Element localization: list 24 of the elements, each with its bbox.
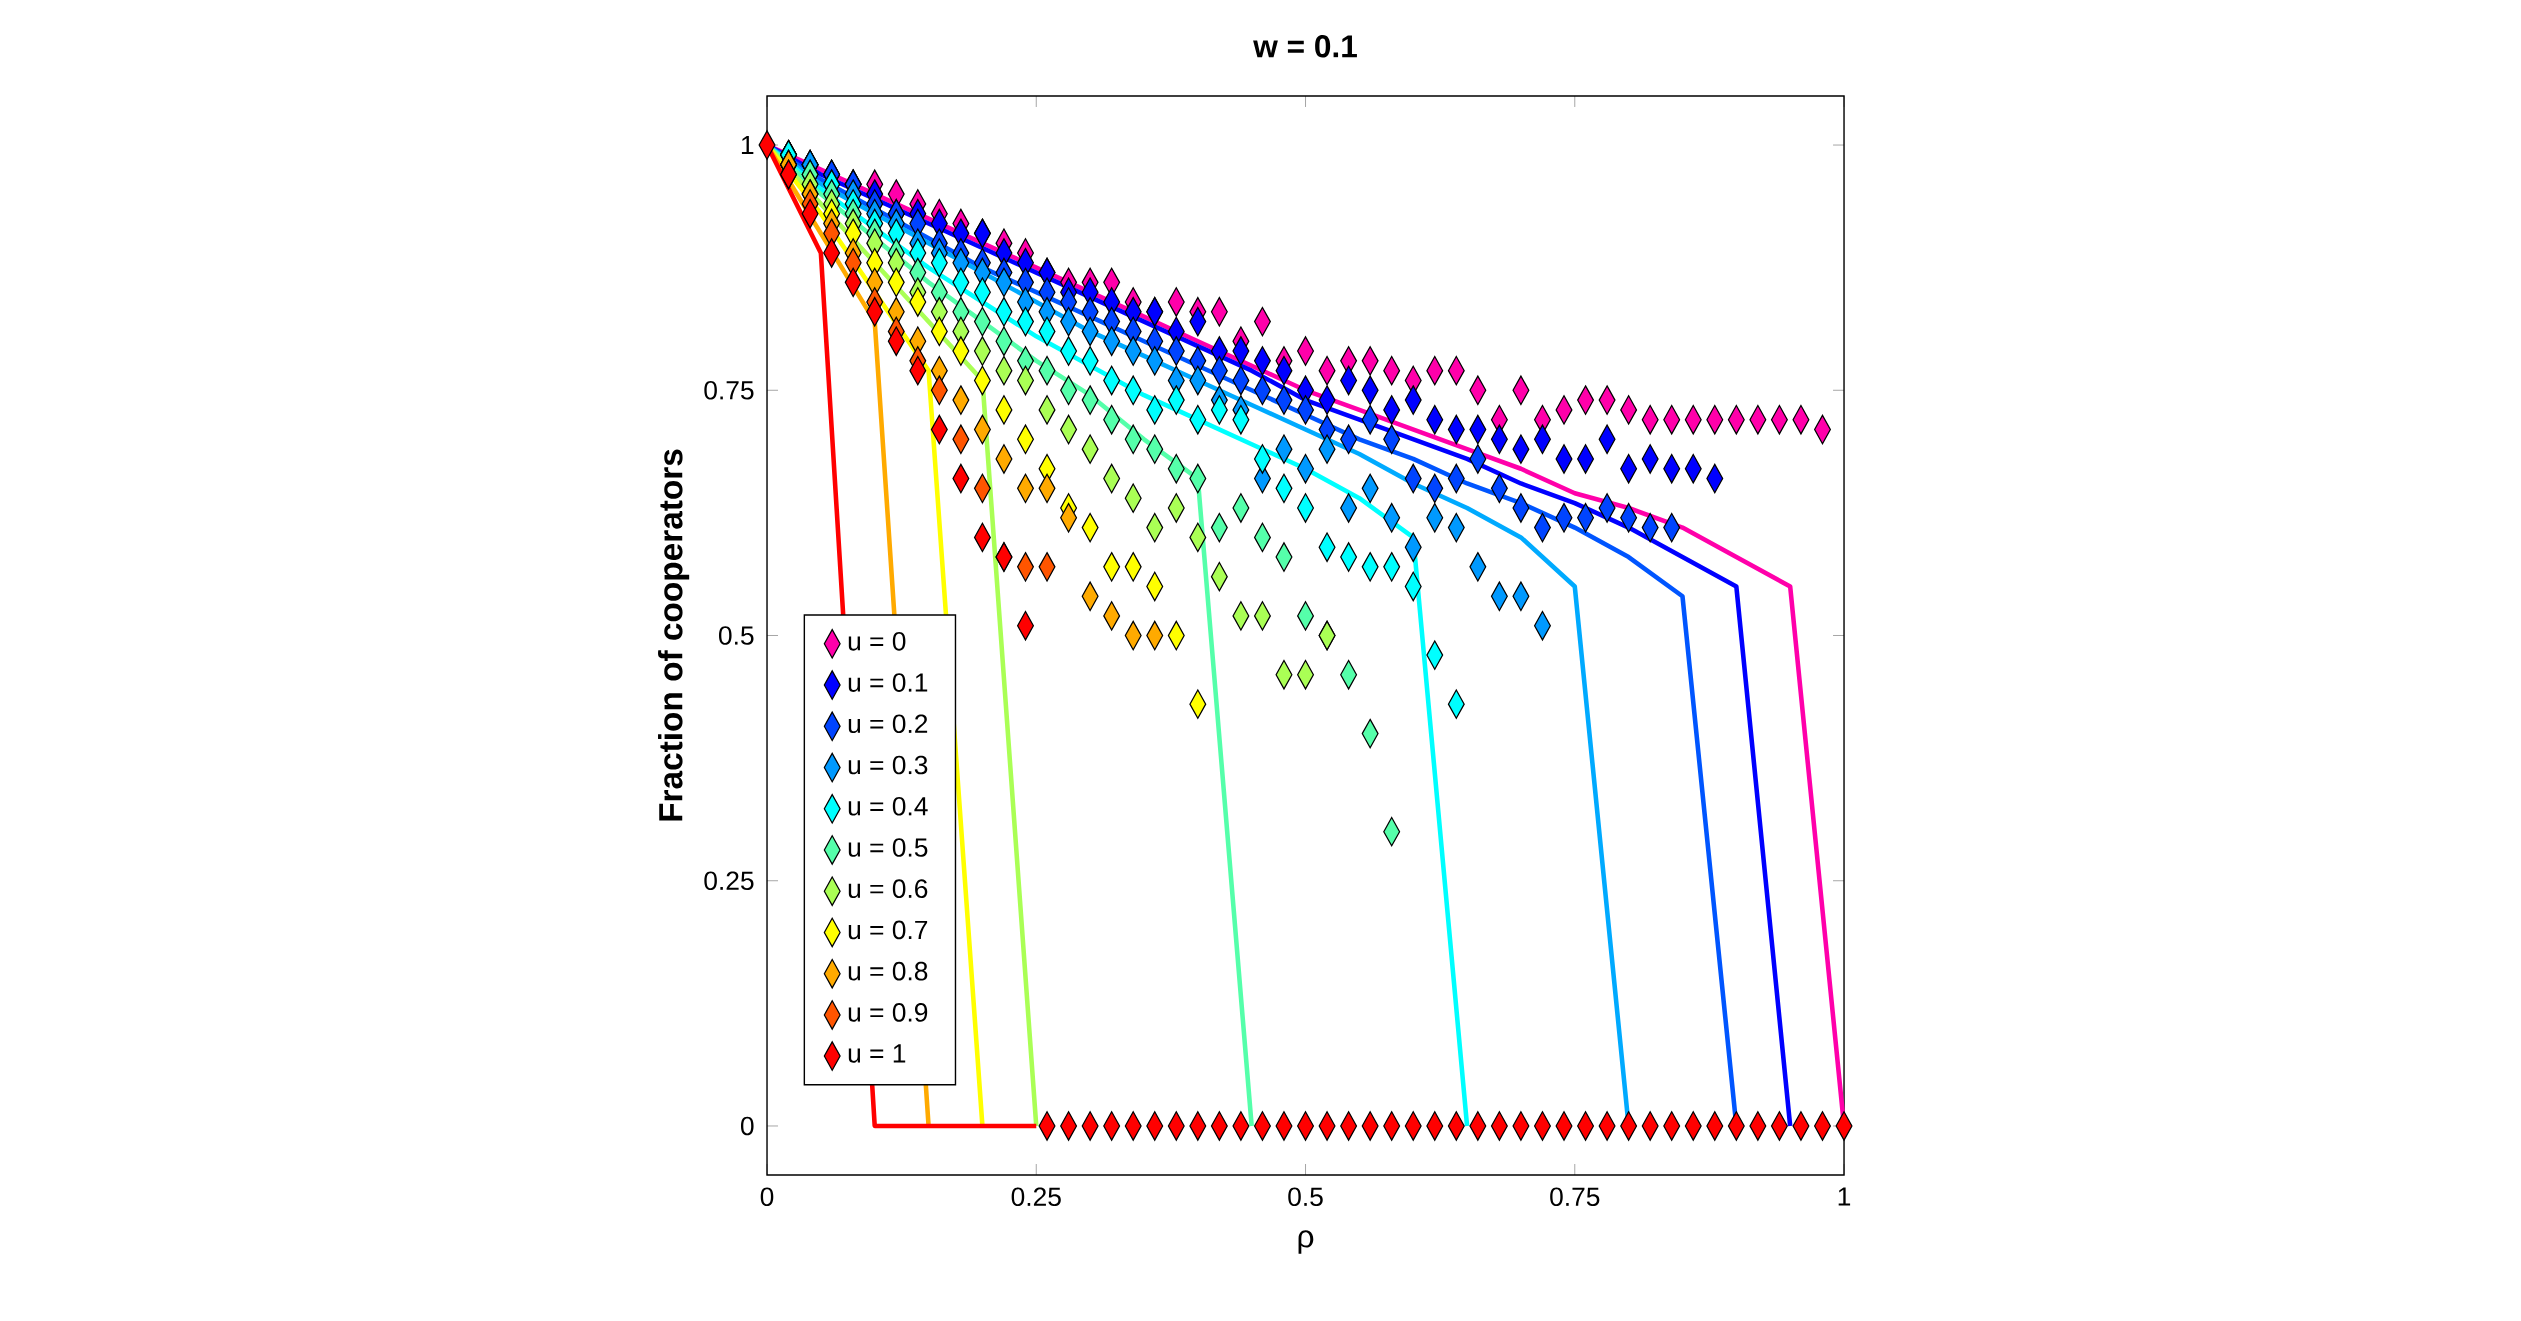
legend-label: u = 0 bbox=[848, 631, 906, 651]
legend-label: u = 0.4 bbox=[848, 796, 928, 816]
legend-label: u = 0.8 bbox=[848, 961, 928, 981]
chart-title: w = 0.1 bbox=[1253, 35, 1357, 58]
x-tick-label: 1 bbox=[1838, 1187, 1851, 1206]
legend-label: u = 0.6 bbox=[848, 879, 928, 899]
x-tick-label: 0.75 bbox=[1550, 1187, 1600, 1207]
legend-label: u = 0.1 bbox=[848, 673, 928, 692]
x-axis-title: ρ bbox=[1298, 1230, 1314, 1254]
legend-label: u = 0.7 bbox=[848, 920, 928, 940]
legend-label: u = 0.5 bbox=[848, 838, 928, 857]
x-tick-label: 0.25 bbox=[1011, 1187, 1061, 1207]
y-axis-title: Fraction of cooperators bbox=[658, 449, 690, 821]
y-tick-label: 0.75 bbox=[704, 380, 754, 400]
x-tick-label: 0 bbox=[760, 1187, 774, 1207]
x-tick-label: 0.5 bbox=[1288, 1187, 1323, 1207]
legend-label: u = 1 bbox=[848, 1044, 906, 1063]
legend-label: u = 0.2 bbox=[848, 714, 928, 734]
legend-label: u = 0.9 bbox=[848, 1003, 928, 1022]
y-tick-label: 0.5 bbox=[719, 626, 754, 645]
y-tick-label: 0.25 bbox=[704, 871, 754, 891]
legend-label: u = 0.3 bbox=[848, 755, 928, 775]
y-tick-label: 0 bbox=[740, 1116, 754, 1136]
y-tick-label: 1 bbox=[741, 135, 754, 155]
